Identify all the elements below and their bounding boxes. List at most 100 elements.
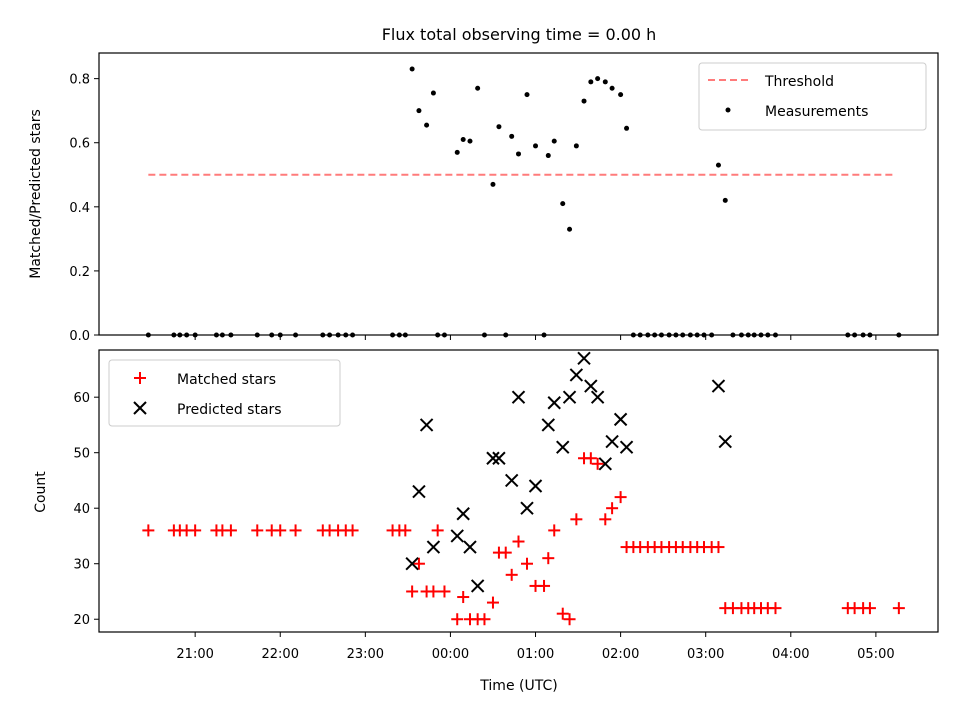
predicted-star-point xyxy=(605,434,619,449)
matched-star-point xyxy=(412,557,425,570)
matched-star-point xyxy=(346,524,359,537)
measurement-point xyxy=(475,85,481,91)
matched-star-point xyxy=(406,585,419,598)
bottom-y-tick-label: 50 xyxy=(73,447,90,462)
measurement-point xyxy=(416,108,422,114)
bottom-x-tick-label: 21:00 xyxy=(176,647,213,662)
predicted-star-point xyxy=(584,379,598,393)
measurement-point xyxy=(715,162,721,168)
measurement-point xyxy=(602,79,608,85)
predicted-star-point xyxy=(486,451,500,465)
matched-star-point xyxy=(451,613,464,626)
bottom-y-axis-label: Count xyxy=(33,471,49,513)
top-x-axis xyxy=(194,335,877,340)
measurement-point xyxy=(551,138,557,144)
matched-star-point xyxy=(769,602,782,615)
matched-star-point xyxy=(399,524,412,537)
bottom-x-tick-label: 02:00 xyxy=(602,647,639,662)
bottom-x-tick-label: 03:00 xyxy=(687,647,724,662)
predicted-star-point xyxy=(718,434,732,449)
measurement-point xyxy=(409,66,415,72)
measurement-point xyxy=(573,143,579,149)
predicted-star-point xyxy=(456,507,470,521)
top-y-axis: 0.0 0.2 0.4 0.6 0.8 xyxy=(69,73,99,344)
measurement-point xyxy=(496,124,502,130)
matched-star-point xyxy=(548,524,561,537)
matched-star-point xyxy=(614,491,627,504)
legend-measurements-label: Measurements xyxy=(765,104,868,120)
measurement-point xyxy=(509,133,515,139)
bottom-x-axis-label: Time (UTC) xyxy=(479,678,557,694)
matched-star-point xyxy=(431,524,444,537)
predicted-star-point xyxy=(562,390,577,404)
predicted-star-point xyxy=(569,368,584,382)
bottom-plot-area xyxy=(142,351,905,626)
measurement-point xyxy=(609,85,615,91)
predicted-star-point xyxy=(504,473,519,488)
matched-star-point xyxy=(556,607,569,620)
matched-star-point xyxy=(606,502,619,515)
matched-star-point xyxy=(542,552,555,565)
top-y-tick-label: 0.8 xyxy=(69,73,90,88)
predicted-star-point xyxy=(492,451,506,465)
measurement-point xyxy=(430,90,436,96)
measurement-point xyxy=(490,181,496,187)
matched-star-point xyxy=(521,557,534,570)
matched-star-point xyxy=(570,513,583,526)
top-plot-frame xyxy=(98,52,939,336)
predicted-star-point xyxy=(598,457,613,471)
measurement-point xyxy=(467,138,473,144)
predicted-star-point xyxy=(619,440,634,454)
legend-predicted-label: Predicted stars xyxy=(177,402,282,418)
top-legend: Threshold Measurements xyxy=(698,62,927,131)
top-y-axis-label: Matched/Predicted stars xyxy=(28,109,44,279)
measurement-point xyxy=(460,137,466,143)
predicted-star-point xyxy=(419,418,434,432)
matched-star-point xyxy=(274,524,287,537)
matched-star-point xyxy=(584,452,597,465)
bottom-y-tick-label: 20 xyxy=(73,613,90,628)
predicted-star-point xyxy=(577,351,591,366)
matched-star-point xyxy=(499,546,512,559)
bottom-x-tick-label: 22:00 xyxy=(262,647,299,662)
predicted-star-point xyxy=(711,379,726,393)
matched-star-point xyxy=(505,568,518,581)
top-y-tick-label: 0.2 xyxy=(69,265,90,280)
predicted-star-point xyxy=(426,540,441,554)
matched-star-point xyxy=(427,585,440,598)
predicted-star-point xyxy=(450,529,464,543)
top-legend-box xyxy=(698,62,927,131)
matched-star-point xyxy=(538,579,551,592)
legend-matched-label: Matched stars xyxy=(177,372,276,388)
bottom-x-tick-label: 00:00 xyxy=(432,647,469,662)
bottom-x-axis: 21:00 22:00 23:00 00:00 01:00 02:00 03:00 04:00… xyxy=(176,632,895,662)
measurement-point xyxy=(560,201,566,207)
measurement-point xyxy=(595,76,601,82)
predicted-star-point xyxy=(405,557,419,571)
chart-title: Flux total observing time = 0.00 h xyxy=(382,25,657,44)
matched-star-point xyxy=(251,524,264,537)
bottom-x-tick-label: 04:00 xyxy=(772,647,809,662)
legend-predicted-swatch xyxy=(133,401,147,415)
top-y-tick-label: 0.0 xyxy=(69,329,90,344)
matched-star-point xyxy=(563,613,576,626)
matched-star-point xyxy=(712,541,725,554)
measurement-point xyxy=(533,143,539,149)
predicted-star-point xyxy=(520,501,534,515)
matched-star-point xyxy=(457,591,470,604)
matched-star-point xyxy=(486,596,499,609)
bottom-y-axis: 20 30 40 50 60 xyxy=(73,391,99,628)
predicted-star-point xyxy=(547,396,561,410)
predicted-star-point xyxy=(541,418,555,432)
predicted-star-point xyxy=(556,440,570,454)
matched-star-point xyxy=(892,602,905,615)
bottom-y-tick-label: 60 xyxy=(73,391,90,406)
measurement-point xyxy=(567,226,573,232)
measurement-point xyxy=(454,149,460,155)
measurement-point xyxy=(722,197,728,203)
matched-star-point xyxy=(599,513,612,526)
matched-star-point xyxy=(224,524,237,537)
measurement-point xyxy=(618,92,624,98)
measurement-point xyxy=(516,151,521,157)
